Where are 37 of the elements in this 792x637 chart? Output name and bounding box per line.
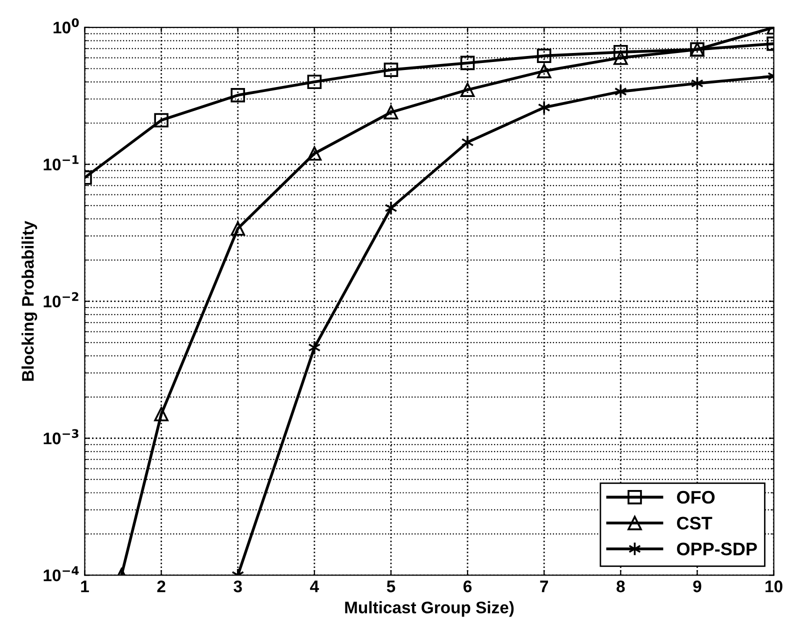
legend-label: OFO <box>677 490 715 504</box>
y-axis-title: Blocking Probability <box>22 220 38 381</box>
x-tick-label: 1 <box>81 580 89 592</box>
point <box>230 88 246 102</box>
y-tick-label: 10$^{−3}$ <box>44 429 78 444</box>
x-tick-label: 4 <box>310 580 319 592</box>
point <box>614 44 628 60</box>
point <box>536 64 552 78</box>
point <box>230 221 246 236</box>
y-tick-label: 10$^{−1}$ <box>44 155 79 170</box>
point <box>460 82 475 97</box>
point <box>538 100 550 115</box>
x-tick-label: 7 <box>540 580 548 592</box>
x-tick-label: 10 <box>766 580 782 592</box>
point <box>614 50 628 65</box>
y-tick-label: 10$^{−4}$ <box>44 566 79 582</box>
x-tick-label: 9 <box>693 580 702 592</box>
legend-label: CST <box>677 516 712 530</box>
point <box>308 340 321 355</box>
x-tick-label: 6 <box>464 580 472 592</box>
x-axis-title: Multicast Group Size) <box>345 601 514 617</box>
point <box>307 146 322 161</box>
y-tick-label: 10$^{0}$ <box>54 18 79 34</box>
point <box>154 113 168 128</box>
legend-label: OPP-SDP <box>677 542 757 556</box>
y-tick-label: 10$^{−2}$ <box>44 292 78 308</box>
point <box>384 200 398 216</box>
point <box>536 48 552 63</box>
point <box>384 62 398 77</box>
point <box>307 74 322 90</box>
point <box>384 105 398 120</box>
x-tick-label: 3 <box>234 580 242 592</box>
point <box>154 406 168 422</box>
x-tick-label: 8 <box>616 580 625 592</box>
x-tick-label: 2 <box>157 580 166 592</box>
x-tick-label: 5 <box>386 580 396 592</box>
point <box>460 56 475 70</box>
